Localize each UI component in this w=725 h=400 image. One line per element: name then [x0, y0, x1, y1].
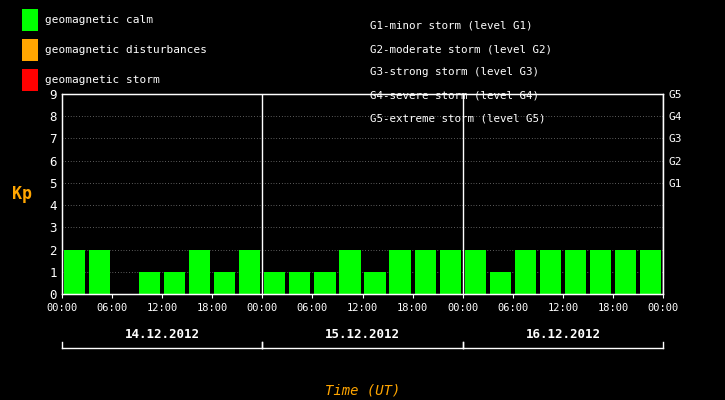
Bar — [88, 250, 110, 294]
Bar — [138, 272, 160, 294]
Bar — [164, 272, 185, 294]
Bar — [465, 250, 486, 294]
Text: G3-strong storm (level G3): G3-strong storm (level G3) — [370, 67, 539, 77]
Text: geomagnetic storm: geomagnetic storm — [45, 75, 160, 85]
Bar — [615, 250, 637, 294]
Bar — [365, 272, 386, 294]
Text: G2-moderate storm (level G2): G2-moderate storm (level G2) — [370, 44, 552, 54]
Text: 15.12.2012: 15.12.2012 — [325, 328, 400, 340]
Bar — [590, 250, 611, 294]
Text: G1-minor storm (level G1): G1-minor storm (level G1) — [370, 21, 532, 31]
Bar — [540, 250, 561, 294]
Text: geomagnetic disturbances: geomagnetic disturbances — [45, 45, 207, 55]
Bar — [439, 250, 461, 294]
Bar — [214, 272, 235, 294]
Bar — [640, 250, 661, 294]
Bar — [565, 250, 587, 294]
Bar — [389, 250, 411, 294]
Bar — [264, 272, 286, 294]
Text: G5-extreme storm (level G5): G5-extreme storm (level G5) — [370, 114, 545, 124]
Text: G4-severe storm (level G4): G4-severe storm (level G4) — [370, 91, 539, 101]
Bar — [515, 250, 536, 294]
Text: Kp: Kp — [12, 185, 32, 203]
Text: Time (UT): Time (UT) — [325, 383, 400, 397]
Bar — [415, 250, 436, 294]
Text: 16.12.2012: 16.12.2012 — [526, 328, 600, 340]
Bar — [314, 272, 336, 294]
Bar — [339, 250, 360, 294]
Bar — [189, 250, 210, 294]
Bar — [289, 272, 310, 294]
Bar — [64, 250, 85, 294]
Text: 14.12.2012: 14.12.2012 — [125, 328, 199, 340]
Bar — [239, 250, 260, 294]
Bar — [490, 272, 511, 294]
Text: geomagnetic calm: geomagnetic calm — [45, 15, 153, 25]
